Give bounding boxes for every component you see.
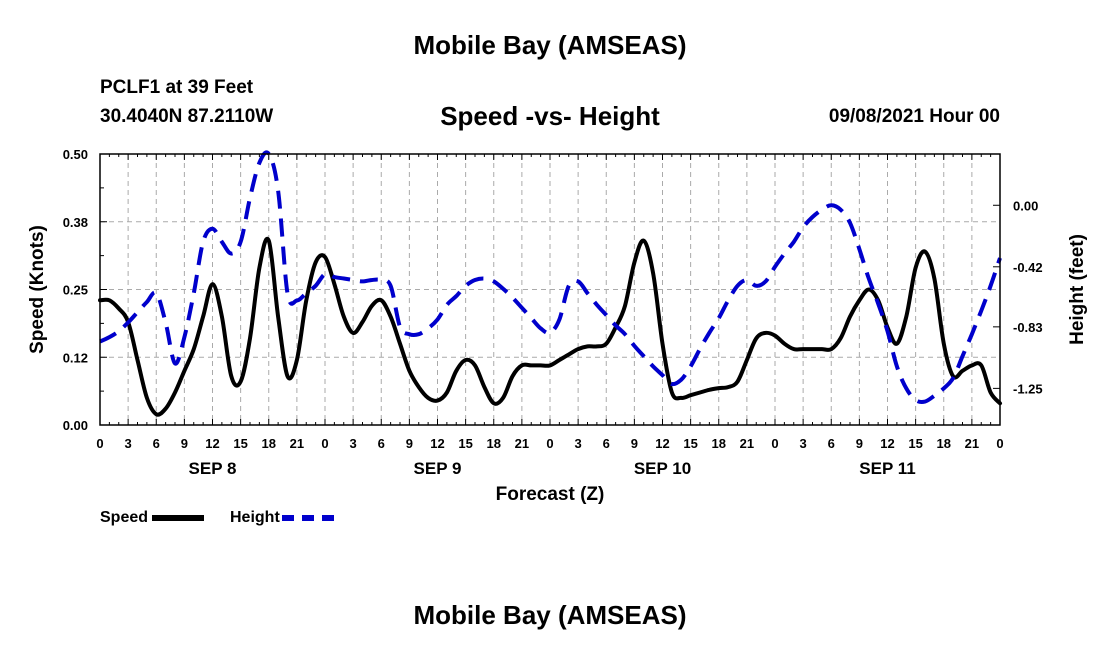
x-tick-label: 9 [181, 436, 188, 451]
x-date-label: SEP 11 [859, 459, 915, 478]
x-tick-label: 0 [771, 436, 778, 451]
series-layer [98, 150, 1002, 417]
chart-title: Mobile Bay (AMSEAS) [413, 30, 687, 60]
x-tick-label: 15 [908, 436, 922, 451]
y-right-axis-title: Height (feet) [1067, 234, 1088, 345]
grid [100, 154, 1000, 425]
y-left-tick-label: 0.25 [63, 283, 88, 298]
legend-speed-label: Speed [100, 509, 149, 526]
x-tick-label: 21 [740, 436, 754, 451]
x-tick-label: 21 [965, 436, 979, 451]
x-tick-label: 3 [350, 436, 357, 451]
x-tick-label: 3 [800, 436, 807, 451]
x-tick-label: 18 [487, 436, 501, 451]
chart-subtitle: Speed -vs- Height [440, 101, 660, 131]
x-tick-label: 9 [856, 436, 863, 451]
x-tick-label: 6 [378, 436, 385, 451]
station-label: PCLF1 at 39 Feet [100, 77, 254, 98]
legend-speed-swatch [152, 515, 205, 521]
x-date-label: SEP 9 [414, 459, 462, 478]
x-tick-label: 15 [233, 436, 247, 451]
x-tick-label: 12 [880, 436, 894, 451]
x-tick-label: 0 [321, 436, 328, 451]
x-tick-label: 0 [996, 436, 1003, 451]
forecast-datetime: 09/08/2021 Hour 00 [828, 106, 1000, 127]
x-tick-label: 0 [546, 436, 553, 451]
y-right-tick-label: -1.25 [1013, 381, 1043, 396]
x-tick-label: 15 [458, 436, 472, 451]
x-tick-label: 9 [406, 436, 413, 451]
x-date-label: SEP 10 [634, 459, 691, 478]
x-tick-label: 12 [655, 436, 669, 451]
x-axis-title: Forecast (Z) [496, 484, 605, 505]
y-left-tick-label: 0.38 [63, 215, 88, 230]
x-tick-label: 3 [575, 436, 582, 451]
x-tick-label: 18 [937, 436, 951, 451]
series-line-speed [98, 236, 1002, 417]
y-left-tick-label: 0.12 [63, 350, 88, 365]
x-date-label: SEP 8 [189, 459, 237, 478]
x-tick-label: 0 [96, 436, 103, 451]
x-tick-label: 21 [290, 436, 304, 451]
x-tick-label: 9 [631, 436, 638, 451]
legend-speed: Speed [100, 509, 205, 527]
footer-title: Mobile Bay (AMSEAS) [413, 600, 687, 630]
legend-height-label: Height [230, 509, 280, 526]
x-tick-label: 3 [125, 436, 132, 451]
y-left-tick-label: 0.50 [63, 147, 88, 162]
axes: 0 3 6 9 12 15 18 21 0 3 6 9 12 15 18 21 0 3 6 9 12 15 18 21 0 3 6 9… [27, 147, 1088, 505]
x-tick-label: 18 [262, 436, 276, 451]
y-right-tick-label: -0.42 [1013, 260, 1043, 275]
x-tick-label: 15 [683, 436, 697, 451]
x-tick-label: 12 [430, 436, 444, 451]
x-tick-label: 18 [712, 436, 726, 451]
y-right-tick-label: 0.00 [1013, 198, 1038, 213]
x-tick-label: 12 [205, 436, 219, 451]
series-line-height [99, 150, 1002, 405]
y-left-axis-title: Speed (Knots) [27, 225, 48, 354]
legend-height: Height [230, 509, 334, 527]
y-left-tick-label: 0.00 [63, 418, 88, 433]
x-tick-label: 6 [603, 436, 610, 451]
y-right-tick-label: -0.83 [1013, 320, 1043, 335]
x-tick-label: 6 [828, 436, 835, 451]
x-tick-label: 21 [515, 436, 529, 451]
x-tick-label: 6 [153, 436, 160, 451]
coordinates-label: 30.4040N 87.2110W [100, 106, 274, 127]
legend-height-swatch [281, 515, 334, 521]
